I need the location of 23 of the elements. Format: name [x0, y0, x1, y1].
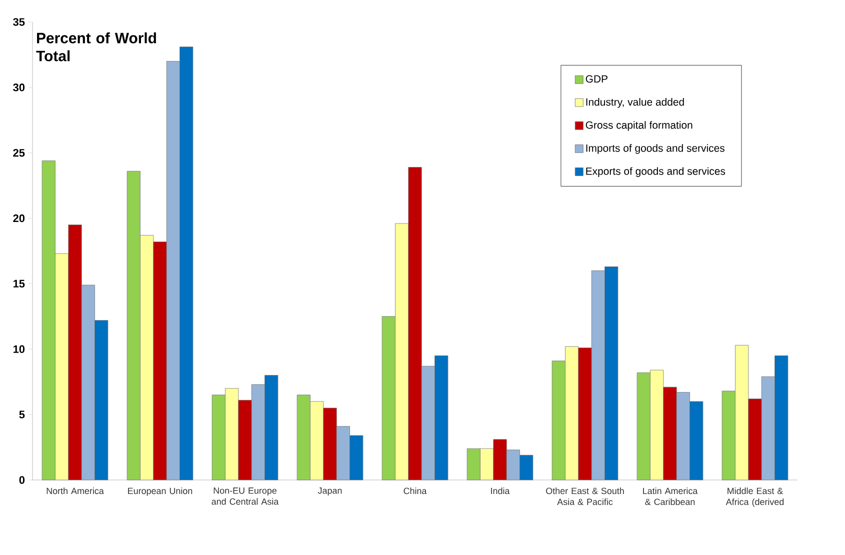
legend-label: GDP — [586, 75, 608, 83]
y-tick-label: 15 — [13, 280, 25, 288]
legend-label: Industry, value added — [586, 98, 684, 108]
x-tick-label: Other East & South Asia & Pacific — [546, 488, 624, 506]
y-tick-label: 30 — [13, 84, 25, 92]
y-tick-label: 5 — [19, 410, 25, 418]
text: Percent of World Total — [36, 32, 156, 62]
x-tick-label: India — [491, 488, 510, 494]
x-tick-label: North America — [46, 488, 104, 494]
x-tick-label: Japan — [318, 488, 342, 496]
x-tick-label: European Union — [128, 488, 192, 496]
x-tick-label: Latin America & Caribbean — [643, 488, 698, 506]
legend-label: Gross capital formation — [586, 121, 692, 131]
legend-label: Imports of goods and services — [586, 144, 724, 154]
x-tick-label: Middle East & Africa (derived — [726, 488, 784, 507]
x-tick-label: Non-EU Europe and Central Asia — [212, 488, 279, 505]
y-tick-label: 20 — [13, 214, 25, 222]
y-tick-label: 0 — [19, 476, 25, 484]
legend-label: Exports of goods and services — [586, 167, 726, 177]
y-tick-label: 25 — [13, 148, 25, 157]
y-tick-label: 35 — [13, 18, 25, 26]
y-tick-label: 10 — [13, 345, 25, 354]
x-tick-label: China — [404, 488, 427, 494]
